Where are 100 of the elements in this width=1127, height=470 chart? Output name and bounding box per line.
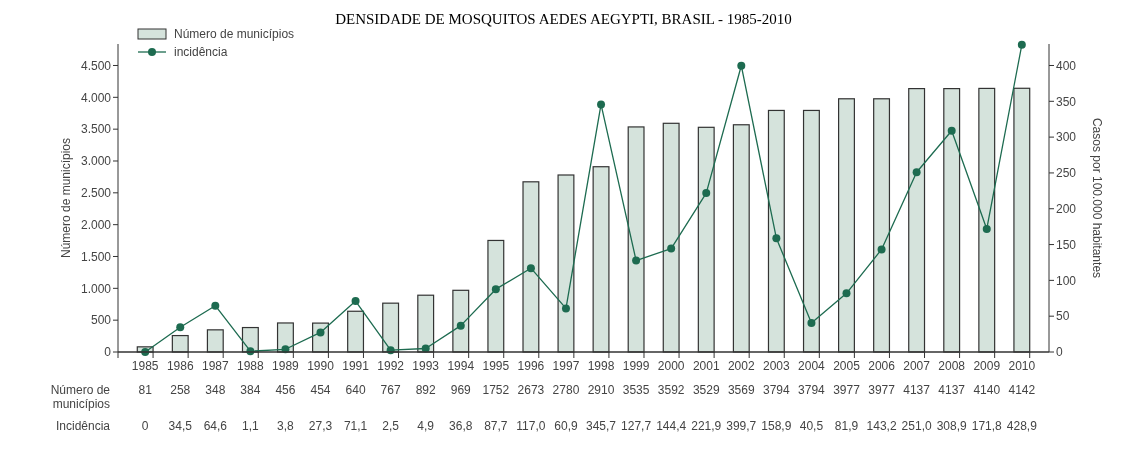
x-tick-label: 2005 bbox=[833, 359, 861, 373]
point bbox=[456, 321, 465, 330]
data-label: 308,9 bbox=[936, 419, 968, 433]
data-label: 36,8 bbox=[449, 419, 473, 433]
data-label: 2780 bbox=[552, 383, 580, 397]
x-tick-label: 1997 bbox=[552, 359, 580, 373]
x-tick-label: 1985 bbox=[131, 359, 159, 373]
y-tick-label: 3.500 bbox=[80, 122, 112, 137]
x-tick-label: 1992 bbox=[377, 359, 405, 373]
data-label: 4137 bbox=[938, 383, 966, 397]
x-tick-label: 1994 bbox=[447, 359, 475, 373]
y-tick-label: 4.500 bbox=[80, 58, 112, 73]
data-label: 456 bbox=[275, 383, 296, 397]
data-label: 40,5 bbox=[799, 419, 824, 433]
data-label: 0 bbox=[141, 419, 149, 433]
data-label: 4142 bbox=[1008, 383, 1036, 397]
point bbox=[632, 256, 641, 265]
data-label: 892 bbox=[415, 383, 437, 397]
x-tick-label: 1993 bbox=[412, 359, 440, 373]
point bbox=[737, 61, 746, 70]
x-tick-label: 2003 bbox=[763, 359, 791, 373]
data-label: 221,9 bbox=[691, 419, 722, 433]
y-tick-label: 3.000 bbox=[80, 154, 112, 169]
data-label: 27,3 bbox=[308, 419, 333, 433]
text: Incidência bbox=[55, 419, 111, 433]
data-label: 348 bbox=[205, 383, 226, 397]
data-label: 3535 bbox=[622, 383, 650, 397]
data-label: 144,4 bbox=[656, 419, 687, 433]
y2-tick-label: 150 bbox=[1056, 237, 1077, 252]
y-tick-label: 1.500 bbox=[80, 249, 112, 264]
point bbox=[526, 264, 535, 273]
point bbox=[211, 301, 220, 310]
x-tick-label: 1987 bbox=[201, 359, 229, 373]
data-label: 3794 bbox=[798, 383, 826, 397]
x-tick-label: 2008 bbox=[938, 359, 966, 373]
y-tick-label: 500 bbox=[90, 313, 112, 328]
data-label: 454 bbox=[310, 383, 331, 397]
data-label: 171,8 bbox=[971, 419, 1003, 433]
x-tick-label: 1989 bbox=[272, 359, 300, 373]
data-label: 3,8 bbox=[277, 419, 295, 433]
data-label: 64,6 bbox=[203, 419, 228, 433]
data-label: 2910 bbox=[587, 383, 615, 397]
point bbox=[351, 297, 360, 306]
data-label: 2673 bbox=[517, 383, 545, 397]
data-label: 640 bbox=[345, 383, 366, 397]
data-label: 384 bbox=[240, 383, 261, 397]
x-tick-label: 1986 bbox=[166, 359, 194, 373]
point bbox=[982, 224, 991, 233]
point bbox=[702, 189, 711, 198]
y2-tick-label: 0 bbox=[1056, 345, 1063, 360]
point bbox=[597, 100, 606, 109]
data-label: 4140 bbox=[973, 383, 1001, 397]
point bbox=[877, 245, 886, 254]
data-label: 3529 bbox=[692, 383, 720, 397]
x-tick-label: 1990 bbox=[307, 359, 335, 373]
data-label: 87,7 bbox=[484, 419, 508, 433]
data-label: 3977 bbox=[833, 383, 861, 397]
data-label: 34,5 bbox=[168, 419, 193, 433]
x-tick-label: 2001 bbox=[692, 359, 720, 373]
data-label: 1752 bbox=[482, 383, 510, 397]
x-tick-label: 1998 bbox=[587, 359, 615, 373]
data-label: 345,7 bbox=[586, 419, 617, 433]
data-label: 767 bbox=[380, 383, 401, 397]
data-label: 969 bbox=[450, 383, 472, 397]
data-label: 4137 bbox=[903, 383, 931, 397]
y-tick-label: 2.000 bbox=[80, 217, 112, 232]
data-label: 2,5 bbox=[382, 419, 400, 433]
data-label: 60,9 bbox=[554, 419, 578, 433]
point bbox=[912, 168, 921, 177]
y-tick-label: 1.000 bbox=[80, 281, 112, 296]
data-label: 3569 bbox=[727, 383, 755, 397]
text: Número de municípios bbox=[50, 383, 111, 412]
data-label: 3977 bbox=[868, 383, 896, 397]
point bbox=[842, 289, 851, 298]
y2-tick-label: 50 bbox=[1056, 309, 1070, 324]
y2-tick-label: 250 bbox=[1056, 166, 1077, 181]
y2-tick-label: 300 bbox=[1056, 130, 1077, 145]
data-label: 3794 bbox=[763, 383, 791, 397]
data-label: 399,7 bbox=[726, 419, 757, 433]
x-tick-label: 1988 bbox=[237, 359, 265, 373]
y2-tick-label: 100 bbox=[1056, 273, 1077, 288]
legend-label: incidência bbox=[174, 45, 228, 60]
point bbox=[176, 323, 185, 332]
data-label: 143,2 bbox=[866, 419, 897, 433]
legend-label: Número de municípios bbox=[174, 27, 295, 42]
point bbox=[316, 328, 325, 337]
point bbox=[772, 234, 781, 243]
point bbox=[667, 244, 676, 253]
data-label: 71,1 bbox=[343, 419, 368, 433]
y2-tick-label: 200 bbox=[1056, 201, 1077, 216]
point bbox=[947, 126, 956, 135]
chart-title: DENSIDADE DE MOSQUITOS AEDES AEGYPTI, BRASIL - 1985-2010 bbox=[335, 11, 792, 27]
point bbox=[561, 304, 570, 313]
x-tick-label: 2002 bbox=[727, 359, 755, 373]
x-tick-label: 2004 bbox=[798, 359, 826, 373]
data-label: 158,9 bbox=[761, 419, 792, 433]
y-axis-title: Número de municípios bbox=[59, 137, 73, 259]
x-tick-label: 2010 bbox=[1008, 359, 1036, 373]
x-tick-label: 1996 bbox=[517, 359, 545, 373]
x-tick-label: 2007 bbox=[903, 359, 931, 373]
